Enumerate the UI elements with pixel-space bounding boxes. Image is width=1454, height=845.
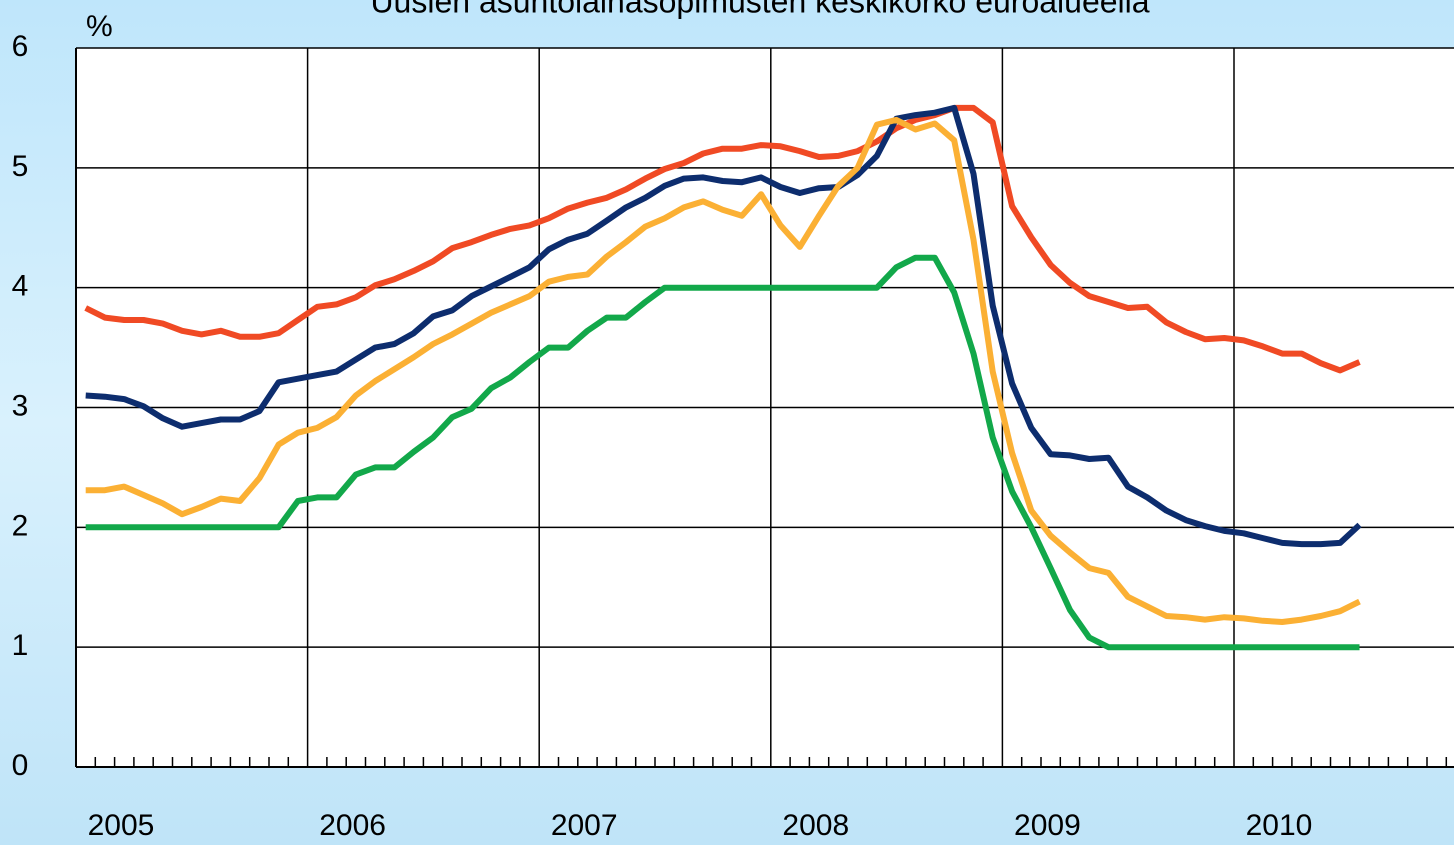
y-tick-label: 2 bbox=[12, 509, 29, 542]
series-line bbox=[85, 254, 1360, 651]
series-line bbox=[85, 104, 1362, 548]
x-tick-label: 2008 bbox=[782, 809, 849, 842]
x-tick-label: 2005 bbox=[88, 809, 155, 842]
x-tick-label: 2009 bbox=[1014, 809, 1081, 842]
x-tick-label: 2007 bbox=[551, 809, 618, 842]
chart-title: Uusien asuntolainasopimusten keskikorko … bbox=[370, 0, 1149, 19]
y-tick-label: 6 bbox=[12, 30, 29, 63]
series-line bbox=[85, 116, 1361, 625]
x-tick-label: 2010 bbox=[1246, 809, 1313, 842]
y-tick-label: 3 bbox=[12, 389, 29, 422]
y-tick-label: 1 bbox=[12, 629, 29, 662]
y-axis-label: % bbox=[86, 10, 113, 43]
y-tick-label: 4 bbox=[12, 270, 29, 303]
series-line bbox=[84, 104, 1361, 374]
y-tick-label: 5 bbox=[12, 150, 29, 183]
y-tick-label: 0 bbox=[12, 749, 29, 782]
x-tick-label: 2006 bbox=[319, 809, 386, 842]
